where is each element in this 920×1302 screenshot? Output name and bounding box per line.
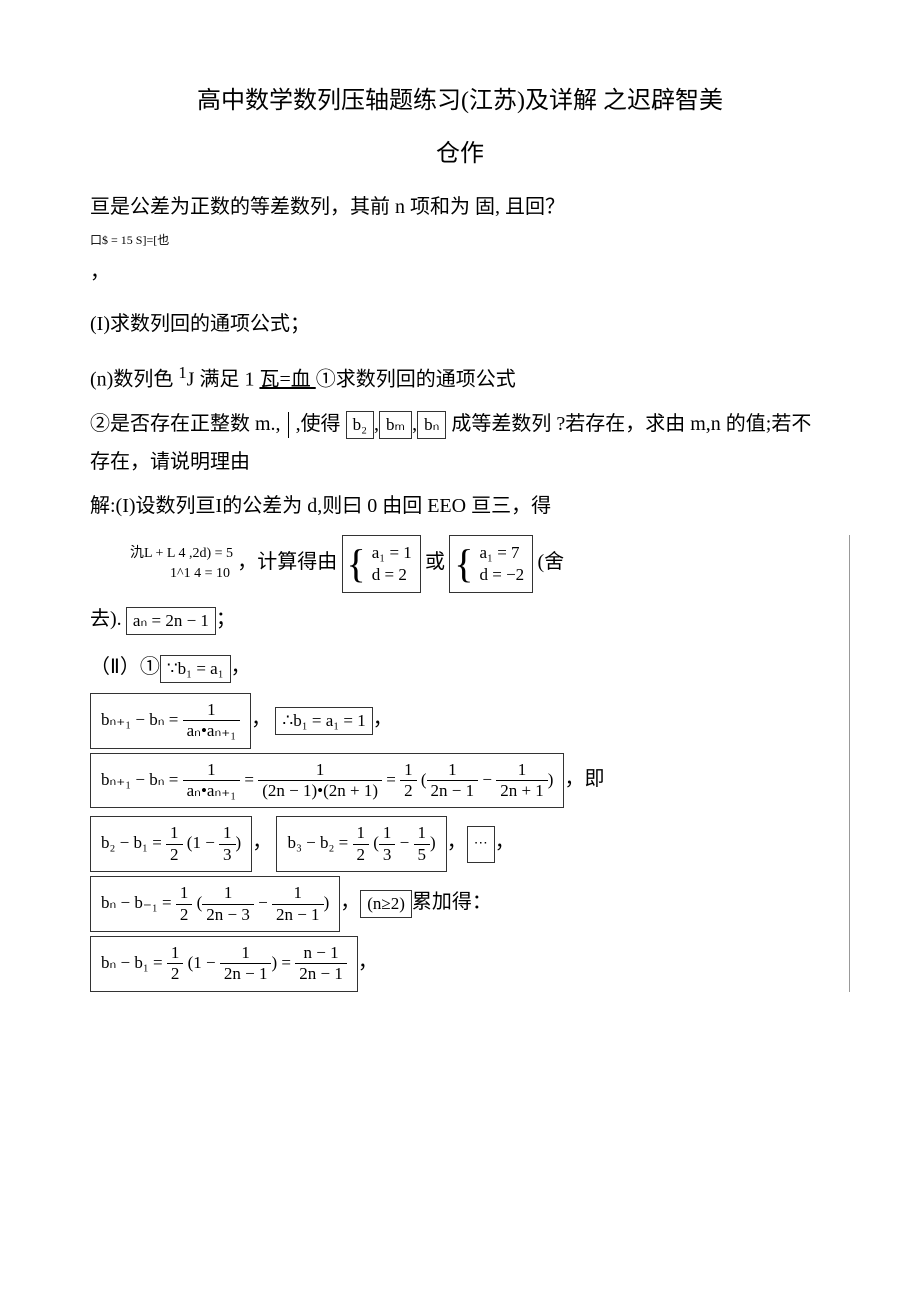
text: ,使得 [296, 413, 341, 435]
equation-row: 去). aₙ = 2n − 1； [90, 597, 829, 641]
equation-row: b₂ − b₁ = 12 (1 − 13) ， b₃ − b₂ = 12 (13… [90, 816, 829, 872]
boxed-equation: ∵b₁ = a₁ [160, 655, 231, 683]
text: J 满足 1 [187, 369, 260, 391]
text: 去). [90, 608, 122, 630]
paragraph: (I)求数列回的通项公式； [90, 305, 830, 343]
equation-row: bₙ − b₁ = 12 (1 − 12n − 1) = n − 12n − 1… [90, 936, 829, 992]
text: 或 [425, 551, 445, 573]
paragraph: 解:(I)设数列亘I的公差为 d,则曰 0 由回 EEO 亘三，得 [90, 487, 830, 525]
equation: d = 2 [372, 564, 412, 586]
text-fragment: ， [90, 253, 830, 291]
lhs: bₙ₊₁ − bₙ = [101, 710, 183, 729]
paragraph: 亘是公差为正数的等差数列，其前 n 项和为 固, 且回？ [90, 188, 830, 226]
boxed-equation: b₂ − b₁ = 12 (1 − 13) [90, 816, 252, 872]
superscript: 1 [178, 363, 186, 382]
boxed-equation: bₙ − b₋₁ = 12 (12n − 3 − 12n − 1) [90, 876, 340, 932]
equation-row: bₙ − b₋₁ = 12 (12n − 3 − 12n − 1) ，(n≥2)… [90, 876, 829, 932]
lhs: bₙ − b₁ = [101, 953, 167, 972]
boxed-equation: bₙ₊₁ − bₙ = 1aₙ•aₙ₊₁ = 1(2n − 1)•(2n + 1… [90, 753, 564, 809]
equation-row: bₙ₊₁ − bₙ = 1aₙ•aₙ₊₁ ， ∴b₁ = a₁ = 1， [90, 693, 829, 749]
text: (n)数列色 [90, 369, 178, 391]
equation-row: （Ⅱ）①∵b₁ = a₁， [90, 645, 829, 689]
text: ，计算得由 [237, 551, 337, 573]
boxed-equation: bₙ − b₁ = 12 (1 − 12n − 1) = n − 12n − 1 [90, 936, 358, 992]
page-subtitle: 仓作 [90, 133, 830, 168]
boxed-dots: ⋯ [467, 826, 495, 863]
equation-small: 口$ = 15 S]=[也 [90, 232, 830, 249]
system-line: 氿L + L 4 ,2d) = 5 [130, 546, 233, 561]
underlined-text: 瓦=血 [259, 369, 315, 391]
boxed-condition: (n≥2) [360, 890, 412, 918]
boxed-var: bₘ [379, 411, 412, 439]
text: （Ⅱ）① [90, 656, 160, 678]
paragraph: ②是否存在正整数 m., ,使得 b₂,bₘ,bₙ 成等差数列 ?若存在，求由 … [90, 405, 830, 481]
boxed-equation: bₙ₊₁ − bₙ = 1aₙ•aₙ₊₁ [90, 693, 251, 749]
text: ②是否存在正整数 m., [90, 413, 281, 435]
boxed-equation: aₙ = 2n − 1 [126, 607, 216, 635]
boxed-equation: ∴b₁ = a₁ = 1 [275, 707, 372, 735]
boxed-solution: { a₁ = 1 d = 2 [342, 535, 421, 593]
lhs: b₂ − b₁ = [101, 833, 166, 852]
equation: a₁ = 1 [372, 542, 412, 564]
lhs: bₙ − b₋₁ = [101, 893, 176, 912]
paragraph: (n)数列色 1J 满足 1 瓦=血 ①求数列回的通项公式 [90, 357, 830, 399]
boxed-var: b₂ [346, 411, 374, 439]
vertical-bar [288, 412, 289, 438]
boxed-equation: b₃ − b₂ = 12 (13 − 15) [276, 816, 446, 872]
text: ①求数列回的通项公式 [316, 369, 516, 391]
equation-row: bₙ₊₁ − bₙ = 1aₙ•aₙ₊₁ = 1(2n − 1)•(2n + 1… [90, 753, 829, 809]
lhs: b₃ − b₂ = [287, 833, 352, 852]
equation: a₁ = 7 [480, 542, 525, 564]
text: (舍 [537, 551, 564, 573]
text: 累加得： [412, 891, 492, 913]
boxed-var: bₙ [417, 411, 446, 439]
equation-row: 氿L + L 4 ,2d) = 5 1^1 4 = 10 ，计算得由 { a₁ … [90, 535, 829, 593]
page-title: 高中数学数列压轴题练习(江苏)及详解 之迟辟智美 [90, 80, 830, 123]
boxed-solution: { a₁ = 7 d = −2 [449, 535, 533, 593]
lhs: bₙ₊₁ − bₙ = [101, 769, 183, 788]
equation: d = −2 [480, 564, 525, 586]
system-line: 1^1 4 = 10 [170, 566, 230, 581]
text: ，即 [564, 767, 604, 789]
